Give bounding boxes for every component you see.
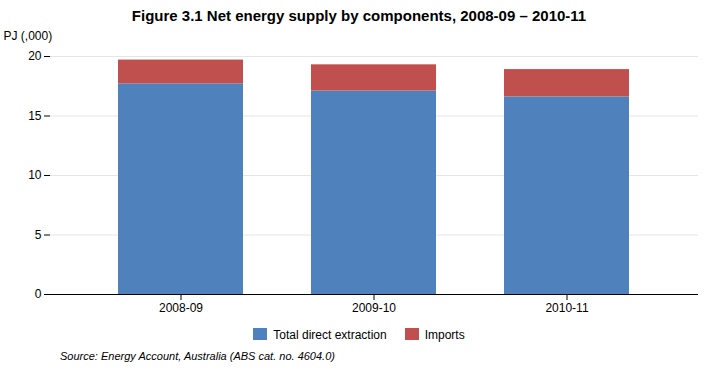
- svg-text:20: 20: [28, 49, 42, 63]
- svg-text:2010-11: 2010-11: [545, 301, 588, 315]
- svg-text:10: 10: [28, 168, 42, 182]
- svg-text:0: 0: [35, 287, 42, 301]
- svg-text:2008-09: 2008-09: [159, 301, 203, 315]
- html-text:Source: Energy Account, Austra: Source: Energy Account, Australia (ABS c…: [60, 350, 335, 362]
- svg-text:PJ (,000): PJ (,000): [4, 29, 53, 43]
- svg-text:5: 5: [35, 228, 42, 242]
- html-text:Imports: Imports: [424, 328, 465, 342]
- html-text:Total direct extraction: Total direct extraction: [273, 328, 387, 342]
- svg-text:15: 15: [28, 109, 42, 123]
- html-text:Figure 3.1 Net energy supply b: Figure 3.1 Net energy supply by componen…: [131, 7, 587, 24]
- svg-text:2009-10: 2009-10: [352, 301, 396, 315]
